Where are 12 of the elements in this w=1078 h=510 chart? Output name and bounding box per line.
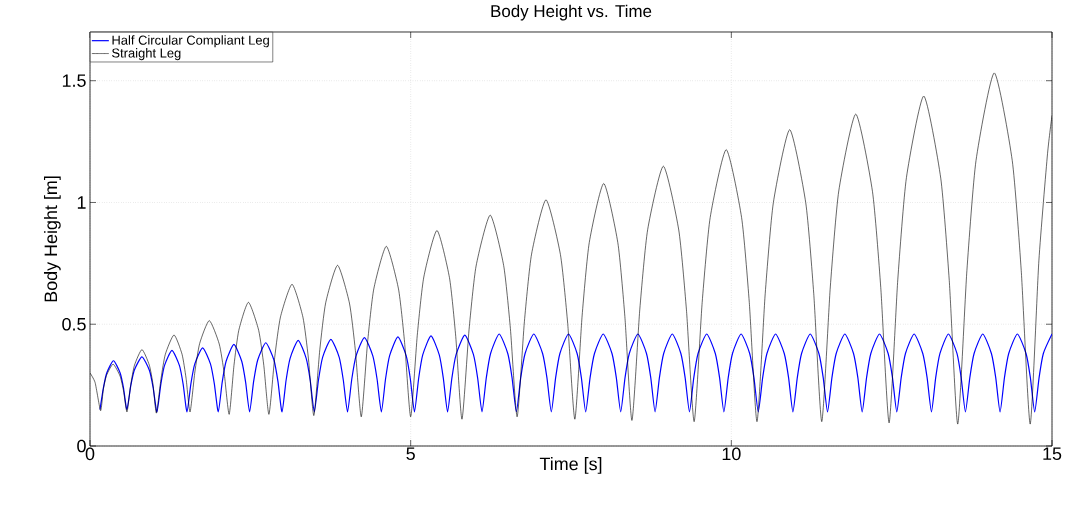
x-tick-label: 15 [1043,447,1062,461]
x-tick-label: 5 [406,447,415,461]
x-axis-title: Time [s] [539,457,602,474]
y-axis-title: Body Height [m] [43,176,61,302]
line-series [99,333,1053,413]
y-tick-label: 1.5 [62,74,86,87]
x-tick-label: 10 [722,447,741,461]
y-tick-label: 1 [77,196,86,209]
chart-title: Body Height vs. Time [491,4,652,21]
legend-label: Half Circular Compliant Leg [112,35,269,48]
y-tick-label: 0.5 [62,317,86,331]
legend-label: Straight Leg [112,48,181,61]
